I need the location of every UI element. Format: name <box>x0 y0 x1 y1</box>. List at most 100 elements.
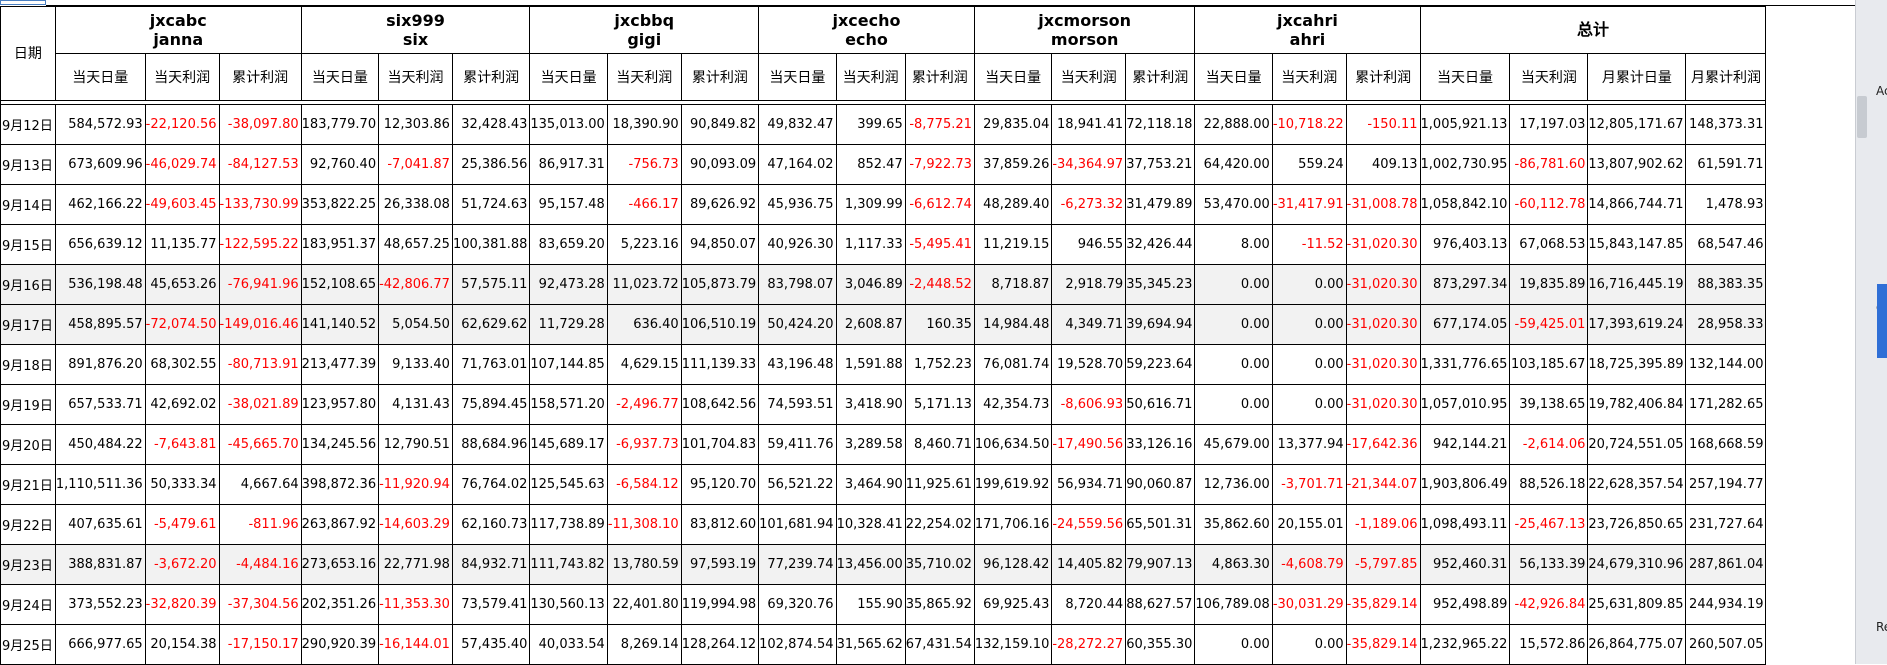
value-cell[interactable]: -32,820.39 <box>144 583 220 625</box>
value-cell[interactable]: 108,642.56 <box>680 383 760 425</box>
value-cell[interactable]: -45,665.70 <box>218 423 302 465</box>
value-cell[interactable]: 40,926.30 <box>758 223 837 265</box>
value-cell[interactable]: 244,934.19 <box>1685 583 1767 625</box>
column-header[interactable]: 月累计利润 <box>1685 52 1767 101</box>
value-cell[interactable]: 88,526.18 <box>1509 463 1589 505</box>
table-row[interactable]: 9月17日 458,895.57 -72,074.50 -149,016.46 141,… <box>0 303 1767 345</box>
value-cell[interactable]: 53,470.00 <box>1194 183 1273 225</box>
value-cell[interactable]: -31,020.30 <box>1345 263 1421 305</box>
table-row[interactable]: 9月16日 536,198.48 45,653.26 -76,941.96 152,10… <box>0 263 1767 305</box>
value-cell[interactable]: 0.00 <box>1271 343 1347 385</box>
value-cell[interactable]: 536,198.48 <box>54 263 146 305</box>
value-cell[interactable]: 22,254.02 <box>904 503 975 545</box>
value-cell[interactable]: 852.47 <box>835 143 906 185</box>
value-cell[interactable]: 155.90 <box>835 583 906 625</box>
value-cell[interactable]: -6,584.12 <box>606 463 682 505</box>
value-cell[interactable]: 656,639.12 <box>54 223 146 265</box>
value-cell[interactable]: 0.00 <box>1271 303 1347 345</box>
value-cell[interactable]: -34,364.97 <box>1051 143 1127 185</box>
value-cell[interactable]: 0.00 <box>1194 383 1273 425</box>
value-cell[interactable]: 57,575.11 <box>451 263 531 305</box>
value-cell[interactable]: -11.52 <box>1271 223 1347 265</box>
value-cell[interactable]: 101,704.83 <box>680 423 760 465</box>
value-cell[interactable]: 65,501.31 <box>1125 503 1196 545</box>
column-header[interactable]: 当天利润 <box>606 52 682 101</box>
column-header[interactable]: 当天利润 <box>1271 52 1347 101</box>
value-cell[interactable]: 57,435.40 <box>451 623 531 665</box>
value-cell[interactable]: 132,159.10 <box>973 623 1053 665</box>
value-cell[interactable]: -14,603.29 <box>378 503 453 545</box>
value-cell[interactable]: 399.65 <box>835 103 906 145</box>
value-cell[interactable]: 0.00 <box>1271 263 1347 305</box>
value-cell[interactable]: -24,559.56 <box>1051 503 1127 545</box>
value-cell[interactable]: 92,473.28 <box>529 263 608 305</box>
value-cell[interactable]: 14,866,744.71 <box>1587 183 1687 225</box>
date-cell[interactable]: 9月18日 <box>0 343 56 385</box>
date-header[interactable]: 日期 <box>0 5 56 101</box>
value-cell[interactable]: 13,377.94 <box>1271 423 1347 465</box>
value-cell[interactable]: -5,797.85 <box>1345 543 1421 585</box>
value-cell[interactable]: -7,041.87 <box>378 143 453 185</box>
date-cell[interactable]: 9月16日 <box>0 263 56 305</box>
value-cell[interactable]: 8,720.44 <box>1051 583 1127 625</box>
value-cell[interactable]: 130,560.13 <box>529 583 608 625</box>
value-cell[interactable]: 45,653.26 <box>144 263 220 305</box>
value-cell[interactable]: 559.24 <box>1271 143 1347 185</box>
date-cell[interactable]: 9月24日 <box>0 583 56 625</box>
value-cell[interactable]: 3,289.58 <box>835 423 906 465</box>
value-cell[interactable]: 77,239.74 <box>758 543 837 585</box>
value-cell[interactable]: 90,849.82 <box>680 103 760 145</box>
value-cell[interactable]: 123,957.80 <box>300 383 380 425</box>
value-cell[interactable]: 83,659.20 <box>529 223 608 265</box>
value-cell[interactable]: 88,627.57 <box>1125 583 1196 625</box>
value-cell[interactable]: -86,781.60 <box>1509 143 1589 185</box>
value-cell[interactable]: 35,710.02 <box>904 543 975 585</box>
value-cell[interactable]: 119,994.98 <box>680 583 760 625</box>
value-cell[interactable]: 15,572.86 <box>1509 623 1589 665</box>
value-cell[interactable]: 90,093.09 <box>680 143 760 185</box>
value-cell[interactable]: 1,057,010.95 <box>1419 383 1511 425</box>
value-cell[interactable]: -25,467.13 <box>1509 503 1589 545</box>
value-cell[interactable]: -30,031.29 <box>1271 583 1347 625</box>
value-cell[interactable]: 10,328.41 <box>835 503 906 545</box>
value-cell[interactable]: -11,353.30 <box>378 583 453 625</box>
value-cell[interactable]: 83,812.60 <box>680 503 760 545</box>
value-cell[interactable]: 47,164.02 <box>758 143 837 185</box>
value-cell[interactable]: 74,593.51 <box>758 383 837 425</box>
value-cell[interactable]: 202,351.26 <box>300 583 380 625</box>
value-cell[interactable]: 1,309.99 <box>835 183 906 225</box>
value-cell[interactable]: -35,829.14 <box>1345 583 1421 625</box>
table-row[interactable]: 9月19日 657,533.71 42,692.02 -38,021.89 123,95… <box>0 383 1767 425</box>
value-cell[interactable]: 1,110,511.36 <box>54 463 146 505</box>
value-cell[interactable]: -35,829.14 <box>1345 623 1421 665</box>
value-cell[interactable]: 88,684.96 <box>451 423 531 465</box>
value-cell[interactable]: 19,782,406.84 <box>1587 383 1687 425</box>
value-cell[interactable]: 29,835.04 <box>973 103 1053 145</box>
table-row[interactable]: 9月20日 450,484.22 -7,643.81 -45,665.70 134,24… <box>0 423 1767 465</box>
value-cell[interactable]: -10,718.22 <box>1271 103 1347 145</box>
value-cell[interactable]: 183,951.37 <box>300 223 380 265</box>
value-cell[interactable]: 1,098,493.11 <box>1419 503 1511 545</box>
date-cell[interactable]: 9月23日 <box>0 543 56 585</box>
date-cell[interactable]: 9月13日 <box>0 143 56 185</box>
value-cell[interactable]: -31,020.30 <box>1345 343 1421 385</box>
value-cell[interactable]: 39,138.65 <box>1509 383 1589 425</box>
value-cell[interactable]: -31,417.91 <box>1271 183 1347 225</box>
value-cell[interactable]: -5,479.61 <box>144 503 220 545</box>
value-cell[interactable]: 0.00 <box>1194 263 1273 305</box>
value-cell[interactable]: 76,081.74 <box>973 343 1053 385</box>
value-cell[interactable]: 290,920.39 <box>300 623 380 665</box>
group-header[interactable]: jxcahri ahri <box>1194 5 1421 54</box>
value-cell[interactable]: 31,565.62 <box>835 623 906 665</box>
value-cell[interactable]: -7,922.73 <box>904 143 975 185</box>
value-cell[interactable]: 407,635.61 <box>54 503 146 545</box>
date-cell[interactable]: 9月15日 <box>0 223 56 265</box>
table-row[interactable]: 9月24日 373,552.23 -32,820.39 -37,304.56 202,3… <box>0 583 1767 625</box>
value-cell[interactable]: 11,729.28 <box>529 303 608 345</box>
table-row[interactable]: 9月25日 666,977.65 20,154.38 -17,150.17 290,92… <box>0 623 1767 665</box>
value-cell[interactable]: 231,727.64 <box>1685 503 1767 545</box>
table-row[interactable]: 9月18日 891,876.20 68,302.55 -80,713.91 213,47… <box>0 343 1767 385</box>
value-cell[interactable]: 946.55 <box>1051 223 1127 265</box>
value-cell[interactable]: 257,194.77 <box>1685 463 1767 505</box>
value-cell[interactable]: -7,643.81 <box>144 423 220 465</box>
